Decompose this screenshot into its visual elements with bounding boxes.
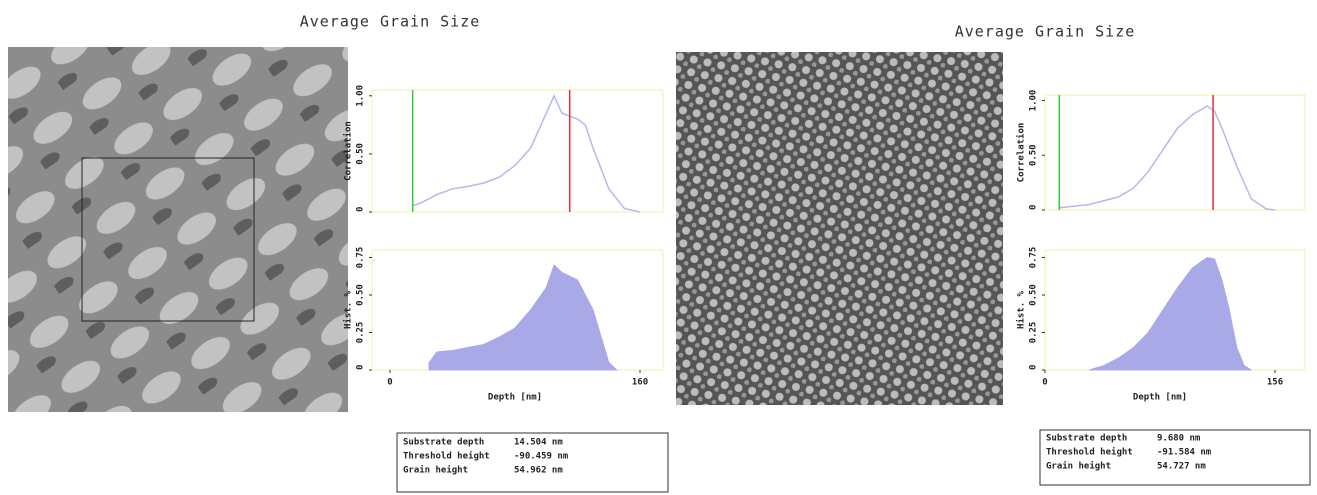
plot-frame	[372, 90, 663, 212]
x-axis-label: Depth [nm]	[1133, 393, 1187, 403]
info-label: Grain height	[1046, 461, 1111, 472]
panel-title: Average Grain Size	[300, 13, 481, 31]
y-tick-label: 0.25	[1029, 322, 1039, 344]
y-tick-label: 0	[356, 365, 366, 370]
info-value: 14.504 nm	[514, 438, 563, 448]
y-tick-label: 0	[356, 207, 366, 212]
sample-image	[676, 52, 1003, 405]
x-tick-label: 0	[1042, 378, 1047, 388]
y-tick-label: 0.50	[1029, 144, 1039, 166]
y-tick-label: 0.50	[356, 284, 366, 306]
page: Average Grain Size Average Grain Size Su…	[0, 0, 1317, 495]
y-tick-label: 1.00	[356, 85, 366, 107]
y-axis-label: Hist. %	[1016, 290, 1027, 329]
y-tick-label: 0.75	[1029, 247, 1039, 269]
y-tick-label: 0.50	[1029, 284, 1039, 306]
y-tick-label: 0.50	[356, 143, 366, 165]
info-label: Grain height	[403, 465, 468, 476]
info-label: Threshold height	[403, 451, 490, 462]
info-box: Substrate depth 9.680 nm Threshold height -…	[1040, 430, 1310, 485]
plot-frame	[1045, 95, 1305, 210]
y-tick-label: 1.00	[1029, 90, 1039, 112]
panel-title: Average Grain Size	[955, 23, 1136, 41]
info-box: Substrate depth 14.504 nm Threshold height…	[397, 433, 668, 492]
info-value: 54.962 nm	[514, 466, 563, 476]
x-axis-label: Depth [nm]	[488, 393, 542, 403]
info-value: 9.680 nm	[1157, 434, 1201, 444]
info-label: Threshold height	[1046, 447, 1133, 458]
x-tick-label: 160	[632, 378, 648, 388]
y-axis-label: Correlation	[343, 121, 354, 181]
info-value: -90.459 nm	[514, 452, 569, 462]
y-tick-label: 0	[1029, 365, 1039, 370]
x-tick-label: 0	[387, 378, 392, 388]
screenshot: Average Grain Size Average Grain Size Su…	[0, 0, 1317, 495]
y-axis-label: Hist. %	[343, 290, 354, 329]
info-value: -91.584 nm	[1157, 448, 1212, 458]
y-tick-label: 0.25	[356, 322, 366, 344]
sample-image	[8, 47, 348, 412]
x-tick-label: 156	[1267, 378, 1283, 388]
info-label: Substrate depth	[403, 438, 484, 448]
y-tick-label: 0	[1029, 205, 1039, 210]
y-tick-label: 0.75	[356, 247, 366, 269]
y-axis-label: Correlation	[1016, 123, 1027, 183]
info-value: 54.727 nm	[1157, 462, 1206, 472]
info-label: Substrate depth	[1046, 434, 1127, 444]
